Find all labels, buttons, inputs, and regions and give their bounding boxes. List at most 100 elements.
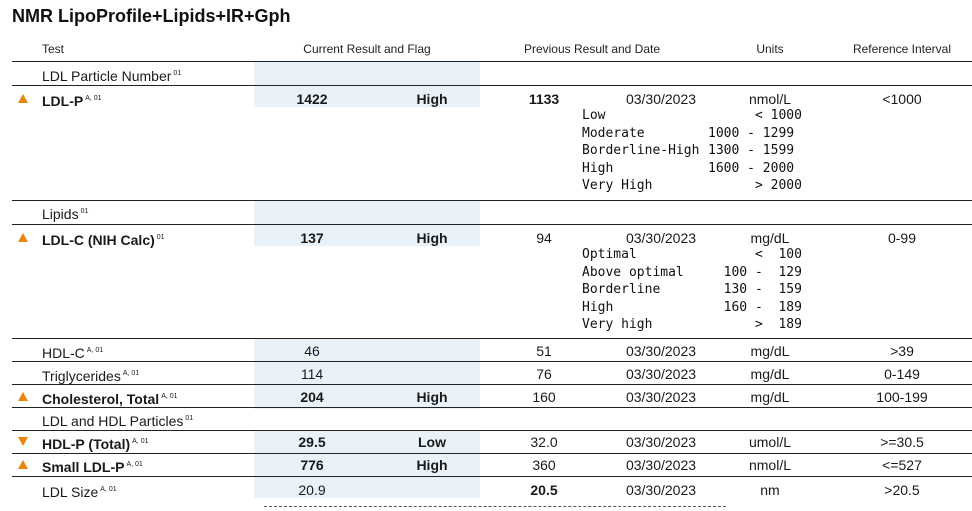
current-value: 137 [300, 230, 324, 246]
current-value: 20.9 [298, 482, 326, 498]
row-divider [12, 224, 972, 225]
units: mg/dL [750, 230, 790, 246]
row-divider [12, 407, 972, 408]
band-range: 1000 - 1299 [708, 125, 795, 141]
header-units: Units [756, 42, 784, 56]
result-flag: High [416, 230, 448, 246]
row-divider [12, 200, 972, 201]
previous-value: 32.0 [530, 434, 558, 450]
reference-interval: <1000 [882, 91, 922, 107]
result-flag: High [416, 91, 448, 107]
previous-value: 1133 [528, 91, 560, 107]
previous-value: 360 [532, 457, 556, 473]
current-value: 114 [300, 366, 324, 382]
test-name-ldl-c: LDL-C (NIH Calc) 01 [42, 232, 165, 248]
band-range: < 100 [708, 247, 802, 262]
ldl-p-risk-bands: Low < 1000 Moderate 1000 - 1299 Borderlin… [582, 107, 808, 195]
risk-band-row: Borderline-High 1300 - 1599 [582, 142, 808, 160]
band-range: > 189 [708, 317, 802, 333]
current-column-shade [254, 430, 480, 453]
risk-band-row: Low < 1000 [582, 107, 808, 125]
band-range: 1600 - 2000 [708, 160, 795, 176]
current-column-shade [254, 385, 480, 409]
band-label: Borderline-High [582, 143, 700, 159]
band-range: 1300 - 1599 [708, 143, 795, 159]
current-column-shade [254, 201, 480, 224]
previous-value: 94 [536, 230, 552, 246]
header-previous-result: Previous Result and Date [523, 42, 661, 56]
band-label: Optimal [582, 247, 637, 262]
reference-interval: 0-99 [887, 230, 917, 246]
current-value: 776 [300, 457, 324, 473]
current-value: 1422 [296, 91, 328, 107]
risk-band-row: Above optimal 100 - 129 [582, 264, 808, 282]
header-test: Test [42, 42, 65, 56]
row-divider [12, 476, 972, 477]
current-value: 204 [300, 389, 324, 405]
up-triangle-icon [18, 460, 28, 469]
ldl-c-risk-bands: Optimal < 100 Above optimal 100 - 129 Bo… [582, 246, 808, 334]
current-column-shade [254, 86, 480, 107]
reference-interval: >=30.5 [880, 434, 924, 450]
band-label: Moderate [582, 125, 645, 141]
band-label: Very High [582, 178, 653, 194]
current-column-shade [254, 339, 480, 362]
row-divider [12, 61, 972, 62]
row-divider [12, 384, 972, 385]
current-column-shade [254, 477, 480, 498]
units: nmol/L [748, 457, 792, 473]
row-divider [12, 453, 972, 454]
test-name-cholesterol-total: Cholesterol, Total A, 01 [42, 391, 178, 407]
header-current-result: Current Result and Flag [303, 42, 431, 56]
section-lipids: Lipids 01 [42, 206, 89, 222]
band-label: High [582, 160, 614, 176]
risk-band-row: Borderline 130 - 159 [582, 281, 808, 299]
previous-date: 03/30/2023 [625, 389, 697, 405]
current-column-shade [254, 453, 480, 476]
band-range: < 1000 [708, 108, 802, 123]
band-range: 160 - 189 [708, 299, 802, 315]
risk-band-row: Moderate 1000 - 1299 [582, 125, 808, 143]
current-value: 29.5 [298, 434, 326, 450]
previous-value: 51 [536, 343, 552, 359]
test-name-ldl-size: LDL Size A, 01 [42, 484, 117, 500]
previous-date: 03/30/2023 [625, 366, 697, 382]
risk-band-row: High 160 - 189 [582, 299, 808, 317]
up-triangle-icon [18, 233, 28, 242]
current-value: 46 [304, 343, 320, 359]
risk-band-row: Optimal < 100 [582, 246, 808, 264]
test-name-ldl-p: LDL-P A, 01 [42, 93, 102, 109]
header-reference-interval: Reference Interval [852, 42, 952, 56]
previous-value: 20.5 [530, 482, 558, 498]
up-triangle-icon [18, 94, 28, 103]
reference-interval: 100-199 [876, 389, 928, 405]
band-range: 100 - 129 [708, 264, 802, 280]
previous-date: 03/30/2023 [625, 482, 697, 498]
band-label: Very high [582, 317, 653, 333]
result-flag: Low [418, 434, 446, 450]
units: mg/dL [750, 389, 790, 405]
up-triangle-icon [18, 392, 28, 401]
units: mg/dL [750, 343, 790, 359]
row-divider [12, 430, 972, 431]
units: nm [760, 482, 780, 498]
current-column-shade [254, 362, 480, 385]
row-divider [12, 85, 972, 86]
row-divider [12, 338, 972, 339]
report-title: NMR LipoProfile+Lipids+IR+Gph [12, 6, 291, 26]
previous-date: 03/30/2023 [625, 91, 697, 107]
risk-band-row: Very high > 189 [582, 316, 808, 334]
test-name-triglycerides: Triglycerides A, 01 [42, 368, 140, 384]
band-range: > 2000 [708, 178, 802, 194]
previous-value: 160 [532, 389, 556, 405]
row-divider [12, 361, 972, 362]
previous-date: 03/30/2023 [625, 343, 697, 359]
band-label: Above optimal [582, 264, 684, 280]
section-ldl-particle-number: LDL Particle Number 01 [42, 68, 182, 84]
band-label: High [582, 299, 614, 315]
result-flag: High [416, 457, 448, 473]
dashed-divider [264, 506, 726, 507]
band-range: 130 - 159 [708, 282, 802, 298]
band-label: Borderline [582, 282, 661, 298]
reference-interval: <=527 [882, 457, 922, 473]
